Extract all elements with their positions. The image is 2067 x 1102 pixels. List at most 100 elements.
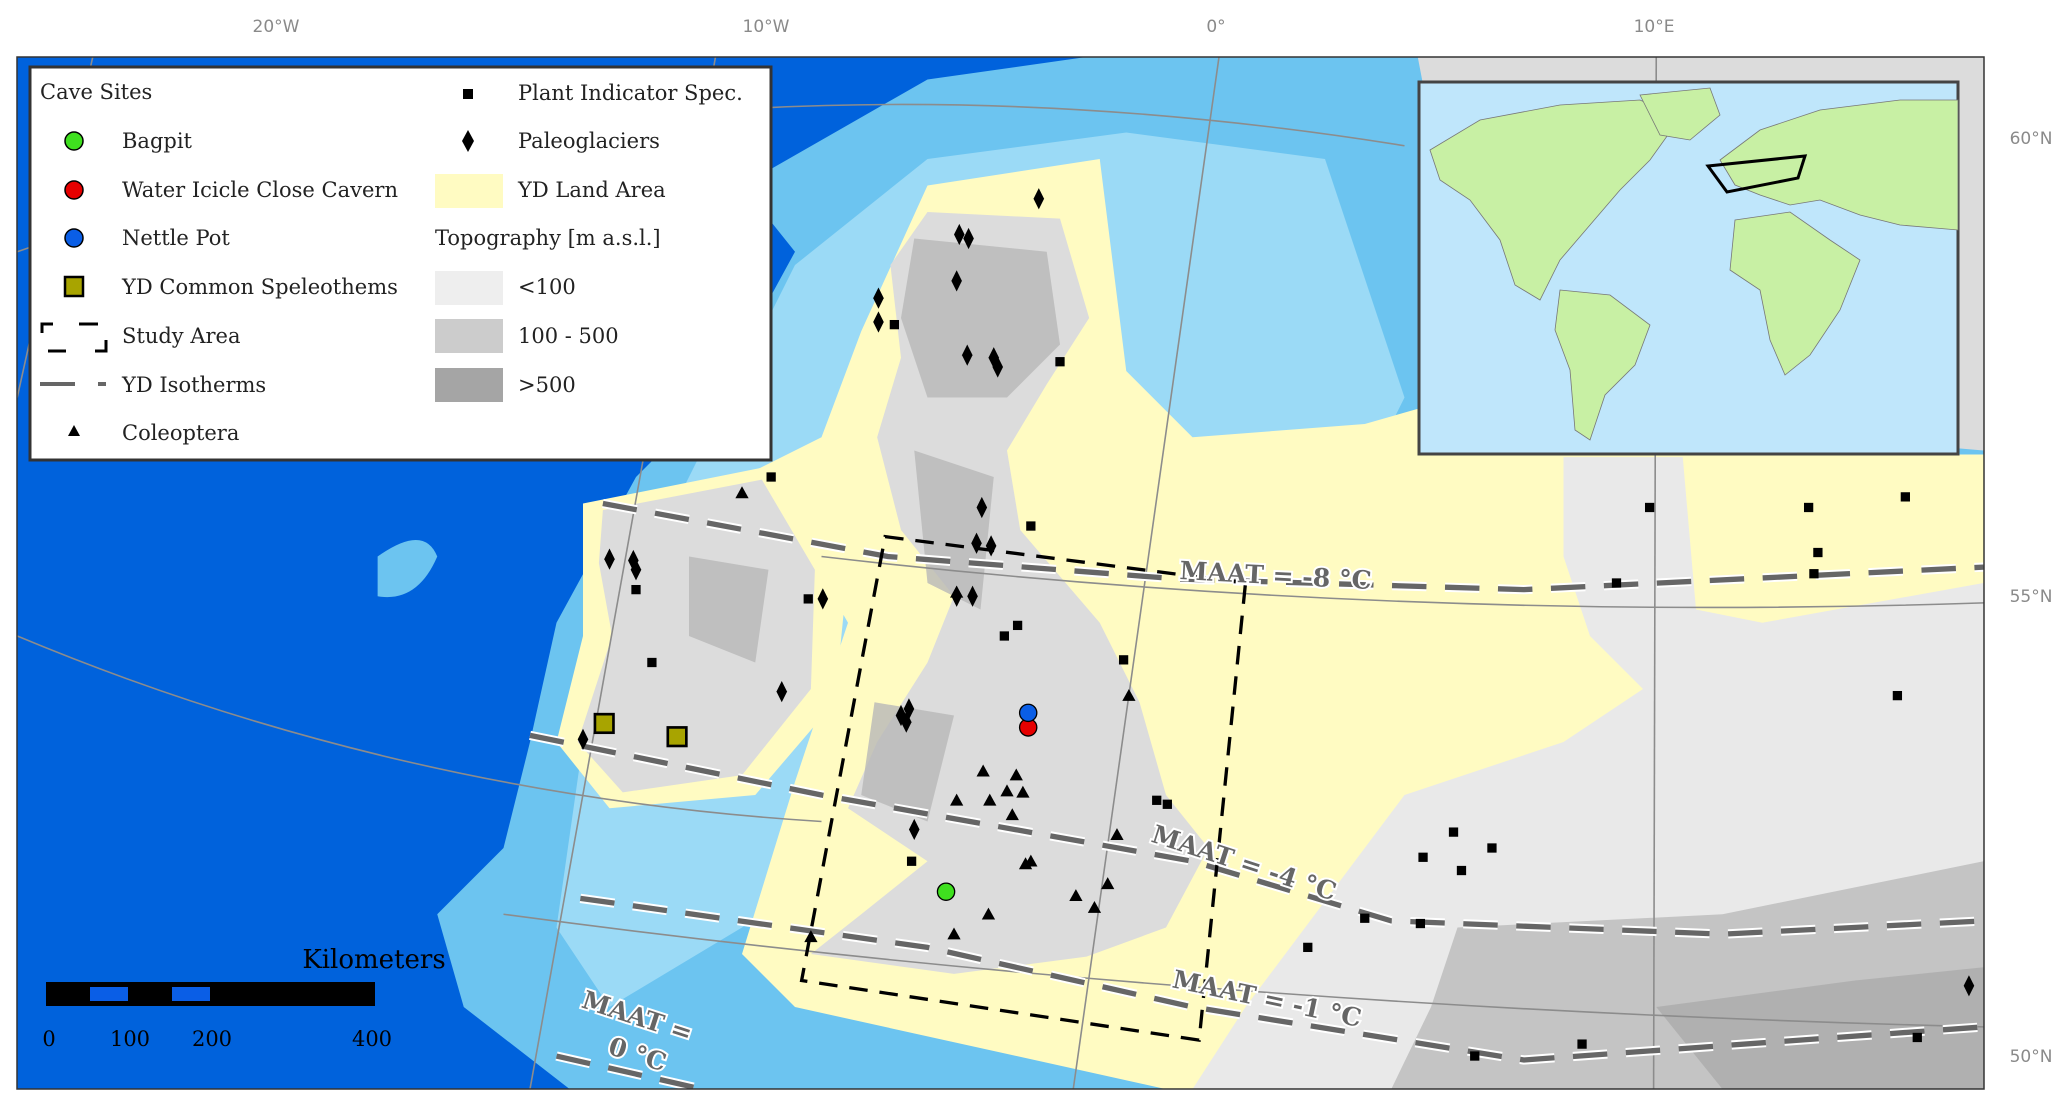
paleoglacier-marker: [963, 227, 974, 250]
legend-topo-mid: 100 - 500: [518, 324, 619, 348]
plant-indicator-marker: [1026, 521, 1036, 531]
lon-tick-10w: 10°W: [743, 17, 790, 37]
legend-topo-mid-swatch: [435, 319, 503, 353]
legend-topo-low-swatch: [435, 271, 503, 305]
paleoglacier-marker: [951, 270, 962, 292]
plant-indicator-marker: [1012, 620, 1023, 631]
coleoptera-marker: [981, 907, 996, 920]
plant-indicator-marker: [1611, 578, 1622, 588]
lon-tick-0: 0°: [1206, 17, 1225, 37]
plant-indicator-marker: [1809, 569, 1819, 579]
legend-plant-icon: [463, 89, 473, 99]
plant-indicator-marker: [1448, 827, 1459, 837]
lon-tick-20w: 20°W: [253, 17, 300, 37]
coleoptera-marker: [804, 930, 818, 943]
coleoptera-marker: [1110, 828, 1124, 841]
plant-indicator-marker: [631, 584, 641, 595]
legend-nettle-pot-icon: [64, 228, 84, 248]
legend-paleoglaciers: Paleoglaciers: [518, 129, 660, 153]
scale-label-400: 400: [352, 1027, 392, 1051]
legend-land-area: YD Land Area: [517, 178, 666, 202]
legend-bagpit-icon: [64, 131, 84, 151]
plant-indicator-marker: [1418, 852, 1428, 862]
inset-eurasia: [1719, 99, 1959, 231]
plant-indicator-marker: [1162, 799, 1172, 809]
inset-africa: [1729, 211, 1861, 376]
plant-indicator-marker: [1577, 1039, 1587, 1049]
rockall-bank: [377, 539, 438, 598]
plant-indicator-marker: [1644, 502, 1655, 513]
plant-indicator-marker: [1360, 913, 1370, 923]
inset-greenland: [1639, 87, 1721, 141]
paleoglacier-marker: [1963, 975, 1975, 997]
scale-unit: Kilometers: [302, 945, 445, 975]
scale-label-200: 200: [192, 1027, 232, 1051]
coleoptera-marker: [1101, 877, 1115, 890]
legend-coleoptera: Coleoptera: [122, 421, 239, 445]
paleoglacier-marker: [985, 535, 997, 557]
plant-indicator-marker: [1456, 865, 1467, 876]
plant-indicator-marker: [1415, 918, 1426, 929]
isotherm-minus8: [602, 500, 1984, 593]
legend-bagpit: Bagpit: [122, 129, 193, 153]
paleoglacier-marker: [577, 728, 589, 750]
plant-indicator-marker: [1118, 655, 1129, 665]
coleoptera-marker: [1122, 689, 1136, 701]
coleoptera-marker: [1087, 901, 1102, 913]
highland-topography: [689, 238, 1060, 822]
legend-speleothem-icon: [63, 275, 85, 298]
scale-bar: Kilometers 0 100 200 400: [42, 945, 445, 1051]
legend-topography-title: Topography [m a.s.l.]: [435, 226, 661, 250]
coleoptera-marker: [950, 793, 964, 806]
coleoptera-marker: [1000, 784, 1014, 797]
lon-tick-10e: 10°E: [1634, 17, 1675, 37]
legend-paleoglacier-icon: [462, 130, 474, 152]
plant-indicator-marker: [906, 856, 917, 866]
plant-indicator-marker: [1912, 1032, 1922, 1043]
plant-indicator-marker: [1152, 795, 1162, 805]
legend-study-area-icon: [40, 322, 108, 353]
legend-cave-sites-title: Cave Sites: [40, 80, 152, 104]
inset-study-extent: [1705, 154, 1808, 194]
coleoptera-marker: [976, 764, 990, 777]
plant-indicator-marker: [1813, 547, 1823, 558]
yd-isotherms: [529, 498, 1984, 1089]
plant-indicator-marker: [1303, 942, 1313, 953]
inset-north-america: [1429, 99, 1681, 301]
coleoptera-marker: [947, 927, 961, 940]
paleoglacier-marker: [776, 681, 788, 703]
coleoptera-marker: [1005, 808, 1019, 821]
plant-indicator-marker: [647, 657, 657, 668]
scale-label-0: 0: [42, 1027, 55, 1051]
coleoptera-marker: [1018, 857, 1033, 870]
inset-world-map: [1417, 80, 1960, 456]
paleoglacier-marker: [954, 223, 965, 246]
plant-indicator-marker: [1055, 357, 1065, 367]
plant-indicator-marker: [999, 631, 1009, 641]
lat-tick-50n: 50°N: [2010, 1047, 2053, 1067]
lat-tick-55n: 55°N: [2010, 587, 2053, 607]
coleoptera-marker: [735, 486, 749, 499]
speleothem-site-marker: [593, 712, 615, 735]
plant-indicator-marker: [1803, 502, 1814, 513]
scale-label-100: 100: [110, 1027, 150, 1051]
lat-tick-60n: 60°N: [2010, 129, 2053, 149]
paleoglacier-marker: [873, 287, 884, 309]
legend-coleoptera-icon: [68, 425, 80, 436]
coleoptera-marker: [1069, 889, 1083, 902]
coleoptera-marker: [1009, 768, 1023, 781]
legend-land-area-swatch: [435, 174, 503, 208]
legend-topo-high: >500: [518, 373, 576, 397]
paleoglacier-marker: [976, 496, 988, 519]
legend-nettle-pot: Nettle Pot: [122, 226, 230, 250]
plant-indicator-marker: [1892, 690, 1903, 701]
paleoglacier-marker: [817, 588, 829, 610]
map-frame: [16, 56, 1985, 1090]
plant-indicator-marker: [889, 319, 900, 330]
legend-water-icicle: Water Icicle Close Cavern: [122, 178, 398, 202]
speleothem-site-marker: [666, 726, 688, 748]
isotherm-minus1: [579, 895, 1984, 1063]
legend-topo-high-swatch: [435, 368, 503, 402]
isotherm-0: [555, 1053, 703, 1089]
